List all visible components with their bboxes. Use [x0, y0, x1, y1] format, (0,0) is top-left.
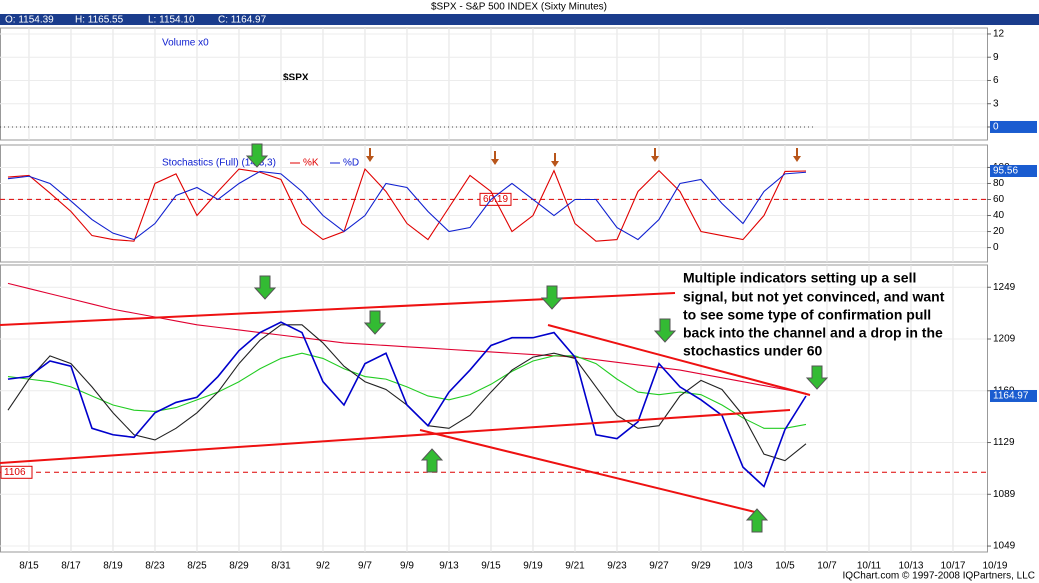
annotation: stochastics under 60: [683, 343, 822, 359]
y-tick-label: 40: [993, 210, 1005, 221]
series-line: [7, 170, 807, 241]
y-tick-label: 1089: [993, 489, 1016, 500]
value-box: [990, 164, 1037, 177]
x-tick-label: 8/25: [187, 561, 207, 572]
value-box: [990, 389, 1037, 402]
x-tick-label: 9/13: [439, 561, 459, 572]
x-tick-label: 10/19: [982, 561, 1007, 572]
annotation: to see some type of confirmation pull: [683, 307, 931, 323]
symbol: $SPX: [283, 73, 309, 84]
x-tick-label: 10/17: [940, 561, 965, 572]
x-tick-label: 8/17: [61, 561, 81, 572]
annotation: Multiple indicators setting up a sell: [683, 270, 916, 286]
down-arrow: [254, 275, 276, 300]
x-tick-label: 9/27: [649, 561, 669, 572]
up-arrow: [746, 508, 768, 533]
y-tick-label: 3: [993, 98, 999, 109]
x-tick-label: 10/5: [775, 561, 795, 572]
series-line: [7, 321, 807, 488]
trend-line: [547, 324, 811, 396]
down-arrow: [551, 153, 559, 167]
x-tick-label: 8/15: [19, 561, 39, 572]
annotation: signal, but not yet convinced, and want: [683, 289, 945, 305]
reference-label: 1106: [4, 467, 26, 478]
legend-label: %D: [343, 158, 359, 169]
x-tick-label: 8/23: [145, 561, 165, 572]
y-tick-label: 60: [993, 194, 1005, 205]
panel: [0, 264, 988, 553]
quote-high: H: 1165.55: [75, 15, 124, 26]
x-tick-label: 9/29: [691, 561, 711, 572]
y-tick-label: 20: [993, 226, 1005, 237]
volume-label: Volume x0: [162, 38, 209, 49]
y-tick-label: 1249: [993, 282, 1016, 293]
value-box: [990, 120, 1037, 133]
legend-title: Stochastics (Full) (14,3,3): [162, 158, 276, 169]
x-tick-label: 9/21: [565, 561, 585, 572]
down-arrow: [793, 148, 801, 162]
last-value: 1164.97: [993, 391, 1029, 402]
y-tick-label: 12: [993, 29, 1005, 40]
marks: 03691202040608010060.1995.56Stochastics …: [0, 27, 1037, 572]
last-value: 95.56: [993, 166, 1018, 177]
y-tick-label: 0: [993, 122, 999, 133]
legend-label: %K: [303, 158, 319, 169]
y-tick-label: 1129: [993, 437, 1015, 448]
trend-lines: [0, 292, 811, 513]
down-arrow: [541, 285, 563, 310]
x-tick-label: 10/3: [733, 561, 753, 572]
trend-line: [419, 429, 756, 513]
panel: [0, 27, 988, 141]
x-tick-label: 9/19: [523, 561, 543, 572]
x-tick-label: 8/31: [271, 561, 291, 572]
x-tick-label: 9/7: [358, 561, 372, 572]
x-tick-label: 8/29: [229, 561, 249, 572]
series-line: [7, 282, 807, 394]
down-arrow: [366, 148, 374, 162]
annotation: back into the channel and a drop in the: [683, 325, 943, 341]
down-arrow: [364, 310, 386, 335]
up-arrow: [421, 448, 443, 473]
quote-close: C: 1164.97: [218, 15, 267, 26]
trend-line: [0, 409, 791, 464]
x-tick-label: 10/7: [817, 561, 837, 572]
x-tick-label: 10/13: [898, 561, 923, 572]
y-tick-label: 0: [993, 242, 999, 253]
series-line: [7, 352, 807, 429]
x-tick-label: 9/2: [316, 561, 330, 572]
down-arrow: [651, 148, 659, 162]
y-tick-label: 1209: [993, 334, 1016, 345]
x-tick-label: 8/19: [103, 561, 123, 572]
x-tick-label: 9/15: [481, 561, 501, 572]
x-tick-label: 10/11: [857, 561, 882, 572]
x-tick-label: 9/23: [607, 561, 627, 572]
y-tick-label: 6: [993, 75, 999, 86]
footer: IQChart.com © 1997-2008 IQPartners, LLC: [843, 571, 1035, 582]
down-arrow: [806, 365, 828, 390]
quote-low: L: 1154.10: [148, 15, 195, 26]
y-tick-label: 1049: [993, 541, 1016, 552]
x-tick-label: 9/9: [400, 561, 414, 572]
series-line: [7, 167, 806, 242]
panel: [0, 144, 988, 263]
chart-title: $SPX - S&P 500 INDEX (Sixty Minutes): [431, 2, 607, 13]
quote-bar: [0, 14, 1039, 25]
y-tick-label: 9: [993, 52, 999, 63]
y-tick-label: 80: [993, 178, 1005, 189]
quote-open: O: 1154.39: [5, 15, 54, 26]
reference-box: [0, 465, 33, 479]
trend-line: [0, 292, 676, 326]
down-arrow: [491, 151, 499, 165]
